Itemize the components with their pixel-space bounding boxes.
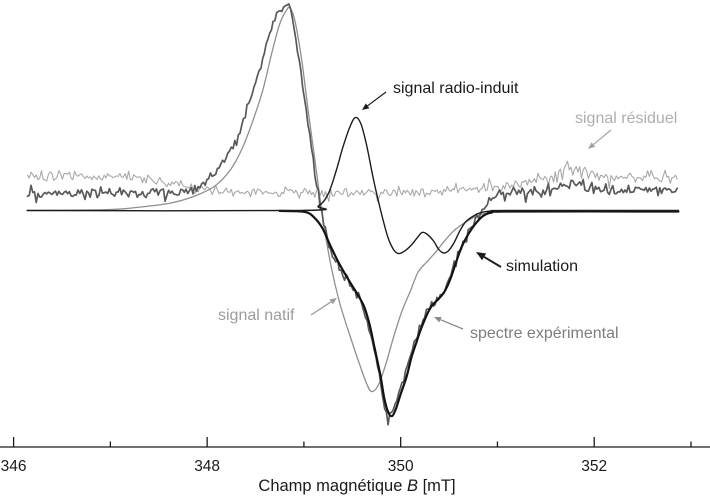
annotation-label-spectre: spectre expérimental [470,325,619,342]
annotation-residuel: signal résiduel [575,110,677,149]
annotation-arrow-simulation [483,256,502,268]
curve-signal-radio-induit [26,116,680,255]
x-tick-label-348: 348 [194,458,220,475]
annotation-arrowhead-residuel [588,142,596,149]
annotation-label-radio: signal radio-induit [393,80,519,97]
annotation-arrow-natif [310,301,332,316]
curve-spectre-exp-rimental [26,3,679,426]
x-tick-label-346: 346 [1,458,27,475]
annotation-arrow-spectre [440,319,464,330]
curve-signal-natif [26,6,680,393]
x-tick-label-352: 352 [581,458,607,475]
annotation-arrow-residuel [593,129,612,146]
annotation-label-natif: signal natif [218,307,295,324]
curve-simulation [278,209,680,418]
annotation-spectre: spectre expérimental [434,317,619,342]
x-axis: 346 348 350 352 Champ magnétique B [mT] [0,437,710,495]
annotation-natif: signal natif [218,298,337,324]
annotation-arrowhead-spectre [434,317,442,323]
annotation-radio: signal radio-induit [362,80,519,110]
annotation-arrowhead-natif [329,298,337,305]
annotation-arrowhead-radio [362,103,370,110]
annotation-label-simulation: simulation [506,258,578,275]
x-tick-label-350: 350 [388,458,414,475]
annotation-arrow-radio [367,91,387,107]
x-axis-title: Champ magnétique B [mT] [258,477,455,495]
curve-signal-r-siduel [26,160,678,203]
annotation-arrowhead-simulation [476,252,487,261]
annotation-simulation: simulation [476,252,578,275]
annotations-layer: signal radio-induit signal résiduel simula… [218,80,677,342]
annotation-label-residuel: signal résiduel [575,110,677,127]
curves-layer [26,3,680,426]
